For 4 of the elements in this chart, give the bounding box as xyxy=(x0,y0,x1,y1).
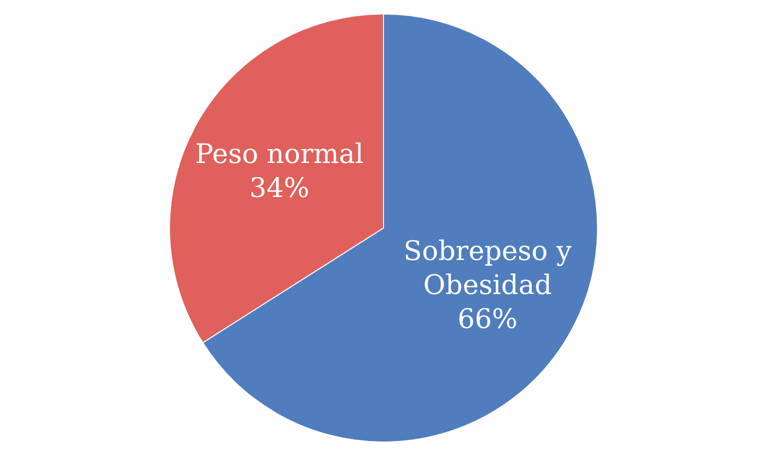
data-label: 34% xyxy=(249,172,310,204)
slice-label: Sobrepeso y Obesidad xyxy=(404,236,572,301)
slice-label: Peso normal xyxy=(195,138,364,170)
data-label: 66% xyxy=(458,304,518,335)
